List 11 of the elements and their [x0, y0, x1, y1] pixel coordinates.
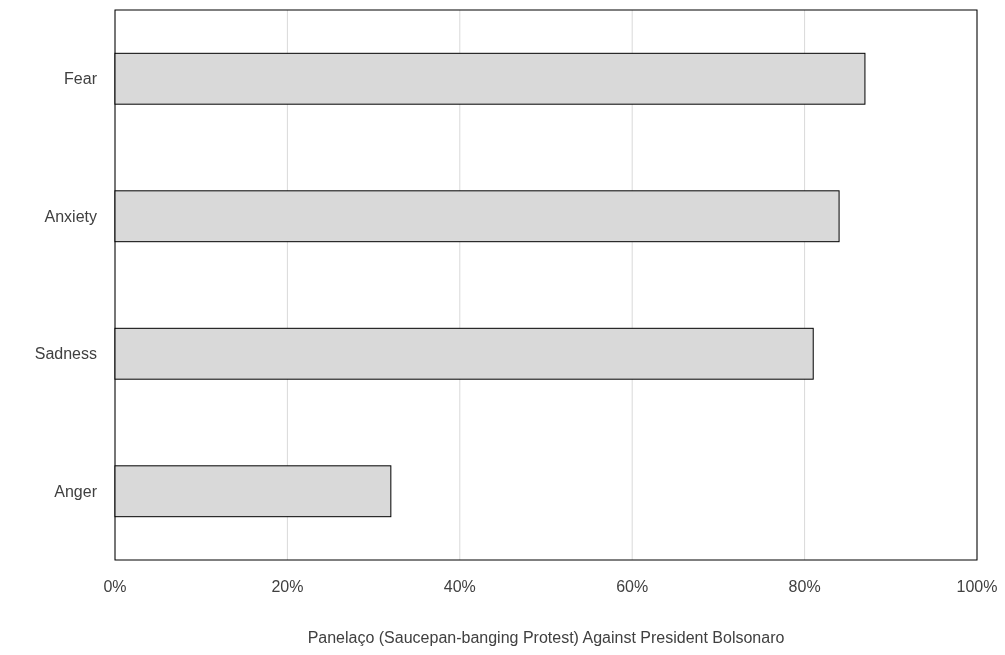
- x-tick-label: 60%: [616, 578, 649, 595]
- y-tick-label: Sadness: [34, 345, 97, 363]
- y-tick-label: Anxiety: [44, 207, 97, 225]
- x-tick-label: 20%: [271, 578, 304, 595]
- x-tick-label: 80%: [788, 578, 821, 595]
- x-tick-label: 40%: [443, 578, 476, 595]
- x-tick-label: 100%: [956, 578, 998, 595]
- x-axis-title: Panelaço (Saucepan-banging Protest) Against President Bolsonaro: [307, 629, 785, 646]
- y-tick-label: Fear: [64, 70, 98, 88]
- x-tick-label: 0%: [103, 578, 127, 595]
- y-tick-label: Anger: [54, 482, 98, 500]
